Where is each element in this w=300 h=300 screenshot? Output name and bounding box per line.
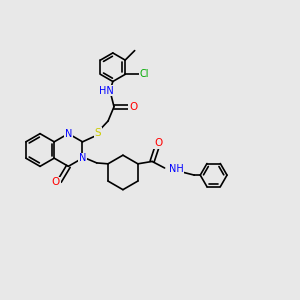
Text: HN: HN bbox=[99, 86, 114, 96]
Text: N: N bbox=[79, 153, 86, 163]
Text: Cl: Cl bbox=[140, 69, 149, 80]
Text: NH: NH bbox=[169, 164, 184, 174]
Text: O: O bbox=[129, 102, 137, 112]
Text: S: S bbox=[94, 128, 101, 138]
Text: O: O bbox=[154, 138, 162, 148]
Text: N: N bbox=[65, 129, 72, 139]
Text: O: O bbox=[52, 177, 60, 188]
